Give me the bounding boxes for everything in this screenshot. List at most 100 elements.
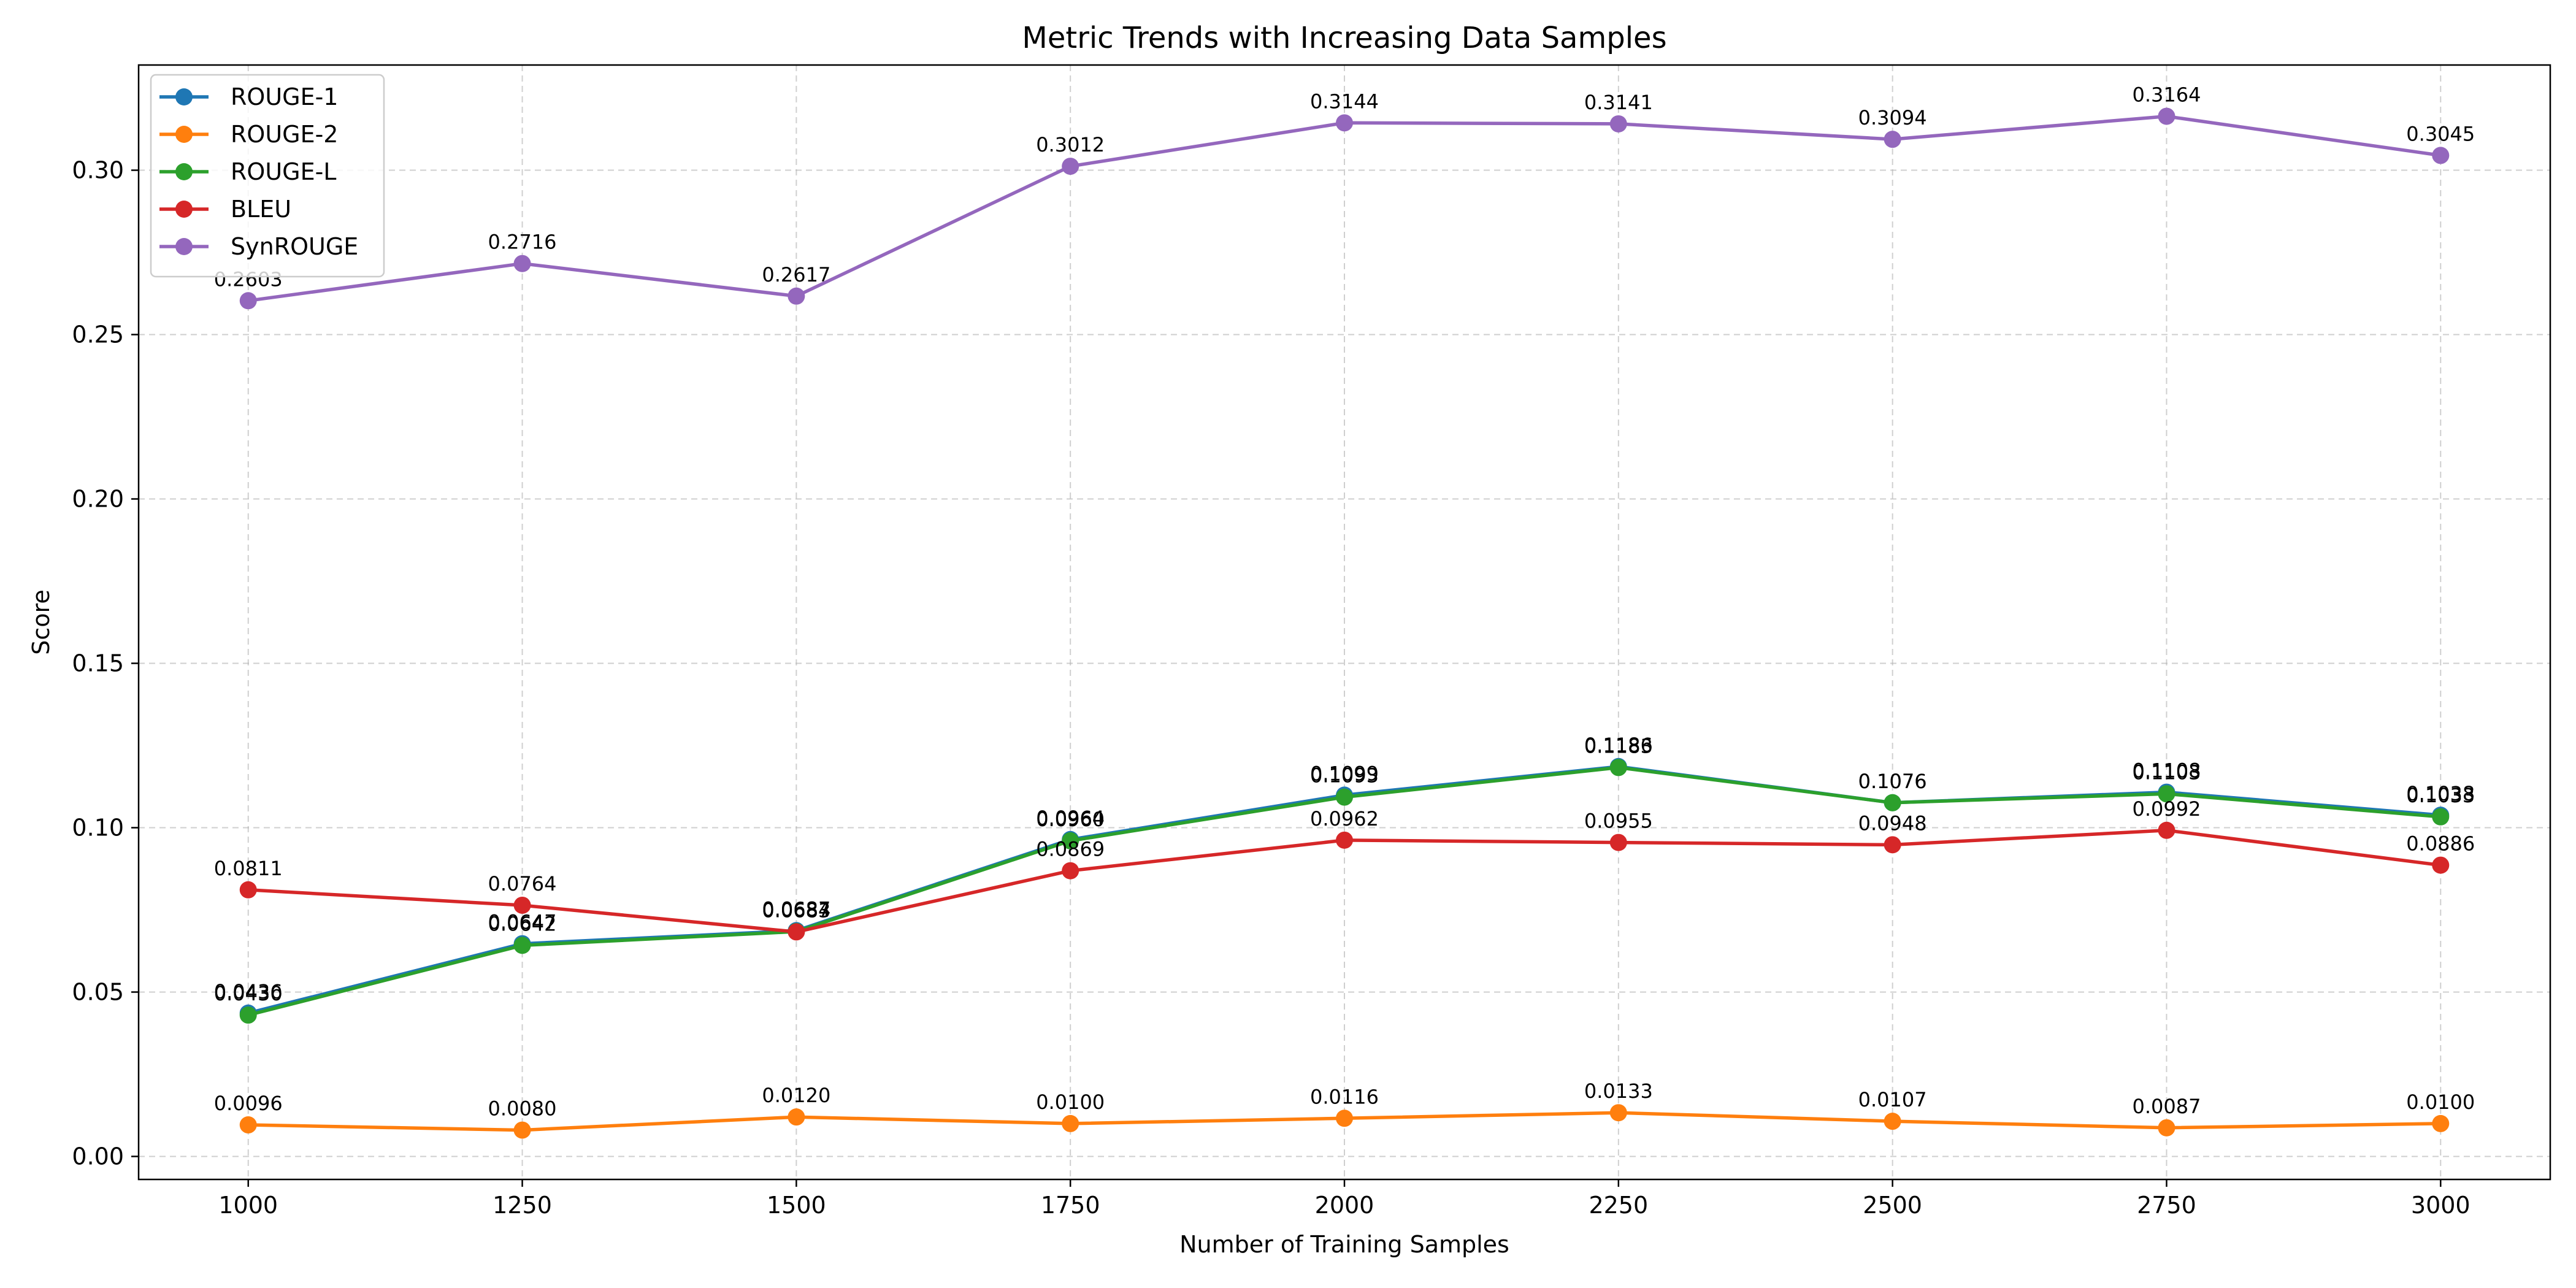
data-label-bleu: 0.0764 <box>488 872 557 895</box>
data-point-synrouge <box>239 292 257 310</box>
data-point-synrouge <box>2158 107 2175 125</box>
x-tick-label: 1250 <box>493 1192 552 1219</box>
data-label-bleu: 0.0811 <box>214 857 283 880</box>
data-label-rouge-2: 0.0120 <box>762 1084 830 1107</box>
data-point-synrouge <box>513 255 531 272</box>
data-point-rouge-2 <box>239 1116 257 1134</box>
legend-marker-rouge-2 <box>175 126 193 143</box>
data-label-rouge-2: 0.0096 <box>214 1092 283 1115</box>
legend-box <box>150 74 385 278</box>
data-point-bleu <box>2158 821 2175 839</box>
data-point-rouge-l <box>1336 788 1353 806</box>
data-point-synrouge <box>1336 114 1353 132</box>
data-label-rouge-2: 0.0107 <box>1858 1088 1927 1111</box>
legend-label-rouge-2: ROUGE-2 <box>231 121 338 148</box>
data-point-rouge-2 <box>2158 1119 2175 1137</box>
data-label-bleu: 0.0948 <box>1858 811 1927 835</box>
data-point-rouge-l <box>1062 832 1079 849</box>
y-tick-label: 0.05 <box>72 978 124 1005</box>
data-point-rouge-2 <box>1062 1114 1079 1132</box>
data-point-rouge-2 <box>513 1121 531 1139</box>
data-label-rouge-2: 0.0087 <box>2132 1095 2201 1118</box>
data-label-rouge-2: 0.0116 <box>1310 1085 1379 1108</box>
y-tick-label: 0.00 <box>72 1143 124 1170</box>
data-label-rouge-l: 0.1103 <box>2132 761 2201 784</box>
data-point-bleu <box>1062 862 1079 880</box>
data-label-rouge-1: 0.1038 <box>2406 782 2475 805</box>
y-tick-label: 0.30 <box>72 157 124 184</box>
data-label-rouge-l: 0.0642 <box>488 912 557 935</box>
data-label-synrouge: 0.3141 <box>1584 91 1653 114</box>
x-tick-label: 1000 <box>218 1192 278 1219</box>
data-label-rouge-l: 0.0430 <box>214 982 283 1005</box>
data-label-rouge-l: 0.1033 <box>2406 784 2475 807</box>
x-axis-title: Number of Training Samples <box>1179 1231 1509 1258</box>
x-tick-label: 1750 <box>1041 1192 1100 1219</box>
data-label-synrouge: 0.2617 <box>762 263 830 286</box>
data-label-synrouge: 0.2716 <box>488 231 557 254</box>
data-label-rouge-2: 0.0133 <box>1584 1079 1653 1103</box>
legend-marker-bleu <box>175 201 193 218</box>
data-label-synrouge: 0.3012 <box>1036 133 1105 156</box>
y-tick-label: 0.25 <box>72 321 124 348</box>
data-label-rouge-1: 0.0436 <box>214 980 283 1003</box>
x-tick-label: 2500 <box>1863 1192 1922 1219</box>
legend-label-rouge-1: ROUGE-1 <box>231 83 338 110</box>
data-label-rouge-1: 0.1186 <box>1584 734 1653 757</box>
legend-marker-rouge-1 <box>175 88 193 105</box>
data-point-rouge-2 <box>788 1108 805 1126</box>
data-label-rouge-l: 0.1183 <box>1584 734 1653 757</box>
x-tick-label: 2750 <box>2137 1192 2196 1219</box>
data-label-bleu: 0.0962 <box>1310 807 1379 830</box>
data-point-rouge-l <box>239 1006 257 1024</box>
data-label-rouge-l: 0.0684 <box>762 899 830 922</box>
data-label-rouge-1: 0.1099 <box>1310 762 1379 785</box>
data-point-bleu <box>513 896 531 914</box>
y-tick-label: 0.10 <box>72 814 124 841</box>
chart-title: Metric Trends with Increasing Data Sampl… <box>1022 21 1666 55</box>
data-point-bleu <box>788 923 805 941</box>
data-point-rouge-2 <box>2432 1114 2450 1132</box>
data-label-bleu: 0.0886 <box>2406 832 2475 856</box>
data-label-rouge-l: 0.0960 <box>1036 808 1105 831</box>
data-point-rouge-2 <box>1884 1113 1901 1130</box>
legend-label-rouge-l: ROUGE-L <box>231 158 336 185</box>
x-tick-label: 3000 <box>2411 1192 2471 1219</box>
data-label-rouge-1: 0.0687 <box>762 897 830 921</box>
data-label-rouge-2: 0.0100 <box>1036 1091 1105 1114</box>
axis-ticks: 1000 1250 1500 1750 2000 2250 2500 2750 3000 0.00… <box>72 157 2470 1219</box>
data-label-bleu: 0.0683 <box>762 899 830 922</box>
data-point-synrouge <box>1062 158 1079 175</box>
data-point-rouge-2 <box>1336 1110 1353 1127</box>
data-point-synrouge <box>1884 131 1901 148</box>
x-tick-label: 2000 <box>1315 1192 1374 1219</box>
data-label-synrouge: 0.3144 <box>1310 90 1379 113</box>
data-label-rouge-l: 0.1076 <box>1858 770 1927 793</box>
data-point-rouge-l <box>2432 808 2450 826</box>
data-label-synrouge: 0.3045 <box>2406 122 2475 145</box>
data-point-rouge-l <box>1609 759 1627 776</box>
x-tick-label: 2250 <box>1589 1192 1648 1219</box>
legend-label-synrouge: SynROUGE <box>231 233 358 260</box>
data-point-synrouge <box>2432 147 2450 164</box>
data-label-rouge-2: 0.0080 <box>488 1097 557 1121</box>
data-point-synrouge <box>1609 115 1627 132</box>
legend: ROUGE-1 ROUGE-2 ROUGE-L BLEU SynROUGE <box>150 74 385 278</box>
data-label-rouge-l: 0.1093 <box>1310 764 1379 788</box>
data-label-rouge-1: 0.1108 <box>2132 759 2201 783</box>
data-point-bleu <box>239 881 257 899</box>
data-label-rouge-1: 0.0964 <box>1036 807 1105 830</box>
legend-label-bleu: BLEU <box>231 196 291 223</box>
data-point-rouge-2 <box>1609 1104 1627 1122</box>
y-axis-title: Score <box>28 589 55 654</box>
data-label-bleu: 0.0992 <box>2132 797 2201 821</box>
data-label-rouge-1: 0.0647 <box>488 911 557 934</box>
data-point-bleu <box>1336 831 1353 849</box>
data-label-synrouge: 0.3164 <box>2132 83 2201 107</box>
data-label-rouge-1: 0.1076 <box>1858 770 1927 793</box>
data-label-bleu: 0.0869 <box>1036 838 1105 861</box>
y-tick-label: 0.15 <box>72 650 124 677</box>
data-point-rouge-l <box>2158 785 2175 803</box>
grid <box>139 65 2550 1179</box>
